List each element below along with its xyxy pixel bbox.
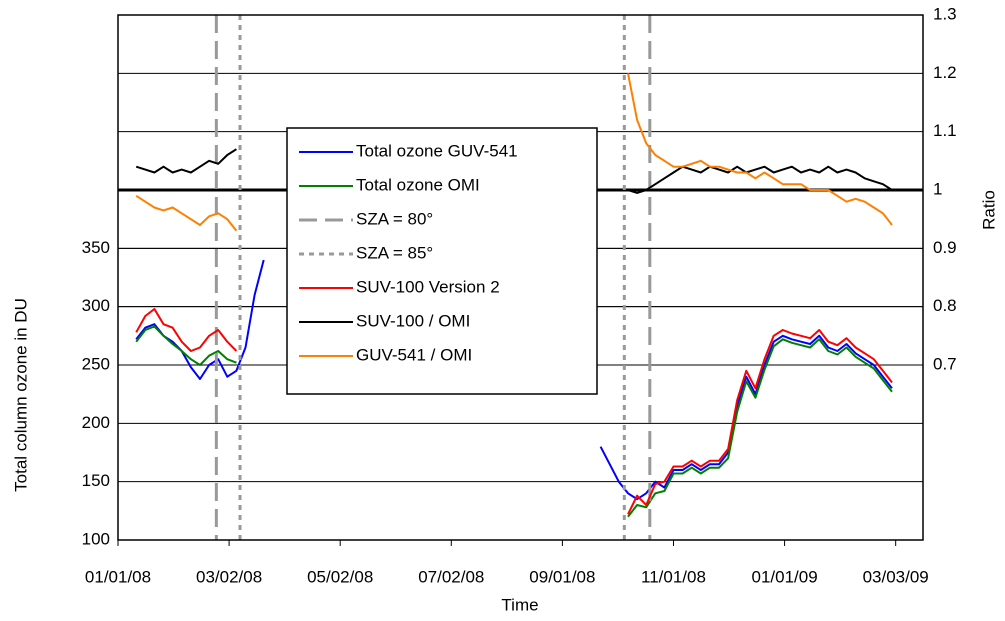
y2-axis-label: Ratio [979,190,998,230]
y2-tick-label: 1.3 [933,4,957,23]
y2-tick-label: 0.8 [933,296,957,315]
y2-tick-label: 0.7 [933,354,957,373]
data-line [135,325,893,518]
y-tick-label: 100 [82,529,110,548]
legend-label: Total ozone OMI [356,175,480,194]
legend-box [286,127,598,395]
legend-label: SZA = 85° [356,243,433,262]
y-tick-label: 350 [82,238,110,257]
legend-label: SZA = 80° [356,209,433,228]
y2-tick-label: 1.2 [933,63,957,82]
x-tick-label: 09/01/08 [529,567,595,586]
x-axis-label: Time [501,595,538,614]
plot-frame [117,14,924,541]
x-tick-label: 03/02/08 [196,567,262,586]
legend-label: GUV-541 / OMI [356,345,472,364]
legend-label: SUV-100 / OMI [356,311,470,330]
data-line [135,73,893,232]
y-axis-label: Total column ozone in DU [11,298,30,492]
data-line [135,148,893,194]
y-tick-label: 150 [82,471,110,490]
y-tick-label: 200 [82,413,110,432]
y-tick-label: 250 [82,354,110,373]
legend-label: SUV-100 Version 2 [356,277,500,296]
y2-tick-label: 0.9 [933,238,957,257]
x-tick-label: 01/01/09 [751,567,817,586]
x-tick-label: 07/02/08 [418,567,484,586]
legend-label: Total ozone GUV-541 [356,141,518,160]
y-tick-label: 300 [82,296,110,315]
data-line [135,308,893,515]
x-tick-label: 01/01/08 [85,567,151,586]
y2-tick-label: 1.1 [933,121,957,140]
x-tick-label: 05/02/08 [307,567,373,586]
x-tick-label: 11/01/08 [641,567,706,586]
x-tick-label: 03/03/09 [863,567,929,586]
y2-tick-label: 1 [933,179,942,198]
